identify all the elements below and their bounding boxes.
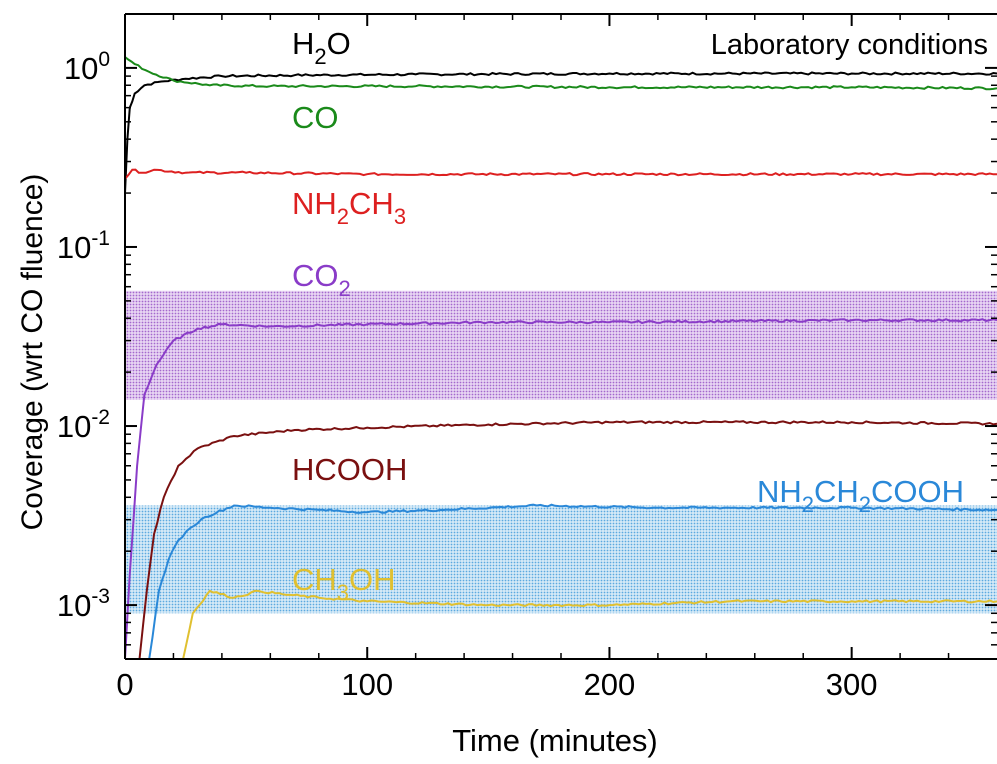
series-line-nh2ch2cooh bbox=[148, 503, 997, 659]
x-tick-label: 100 bbox=[341, 667, 393, 702]
series-line-co2 bbox=[125, 318, 997, 659]
series-line-ch3oh bbox=[182, 589, 997, 659]
shaded-bands bbox=[125, 290, 997, 614]
y-axis-ticks: 100 10-1 10-2 10-3 bbox=[57, 13, 997, 660]
series-labels: H2O CO NH2CH3 CO2 HCOOH NH2CH2COOH CH3OH bbox=[292, 26, 964, 605]
series-lines bbox=[125, 56, 997, 659]
series-label-ch3oh: CH3OH bbox=[292, 562, 396, 605]
series-line-nh2ch3 bbox=[125, 168, 997, 180]
y-tick-label: 10-1 bbox=[57, 227, 110, 265]
series-label-co2: CO2 bbox=[292, 258, 351, 301]
band-nh2ch2cooh bbox=[125, 505, 997, 614]
series-label-h2o: H2O bbox=[292, 26, 351, 69]
series-label-nh2ch3: NH2CH3 bbox=[292, 186, 406, 229]
series-line-hcooh bbox=[138, 420, 997, 659]
x-axis-label: Time (minutes) bbox=[452, 723, 658, 758]
y-axis-label: Coverage (wrt CO fluence) bbox=[16, 174, 49, 531]
series-label-co: CO bbox=[292, 100, 339, 135]
series-line-h2o bbox=[125, 71, 997, 194]
y-tick-label: 100 bbox=[64, 48, 110, 86]
series-line-co bbox=[125, 56, 997, 91]
y-tick-label: 10-3 bbox=[57, 585, 110, 623]
series-label-hcooh: HCOOH bbox=[292, 452, 407, 487]
x-tick-label: 300 bbox=[826, 667, 878, 702]
y-tick-label: 10-2 bbox=[57, 406, 110, 444]
chart-title: Laboratory conditions bbox=[711, 29, 988, 61]
x-tick-label: 200 bbox=[584, 667, 636, 702]
series-label-nh2ch2cooh: NH2CH2COOH bbox=[757, 474, 964, 517]
band-co2 bbox=[125, 290, 997, 400]
x-axis-ticks: 0 100 200 300 bbox=[116, 14, 950, 702]
x-tick-label: 0 bbox=[116, 667, 133, 702]
